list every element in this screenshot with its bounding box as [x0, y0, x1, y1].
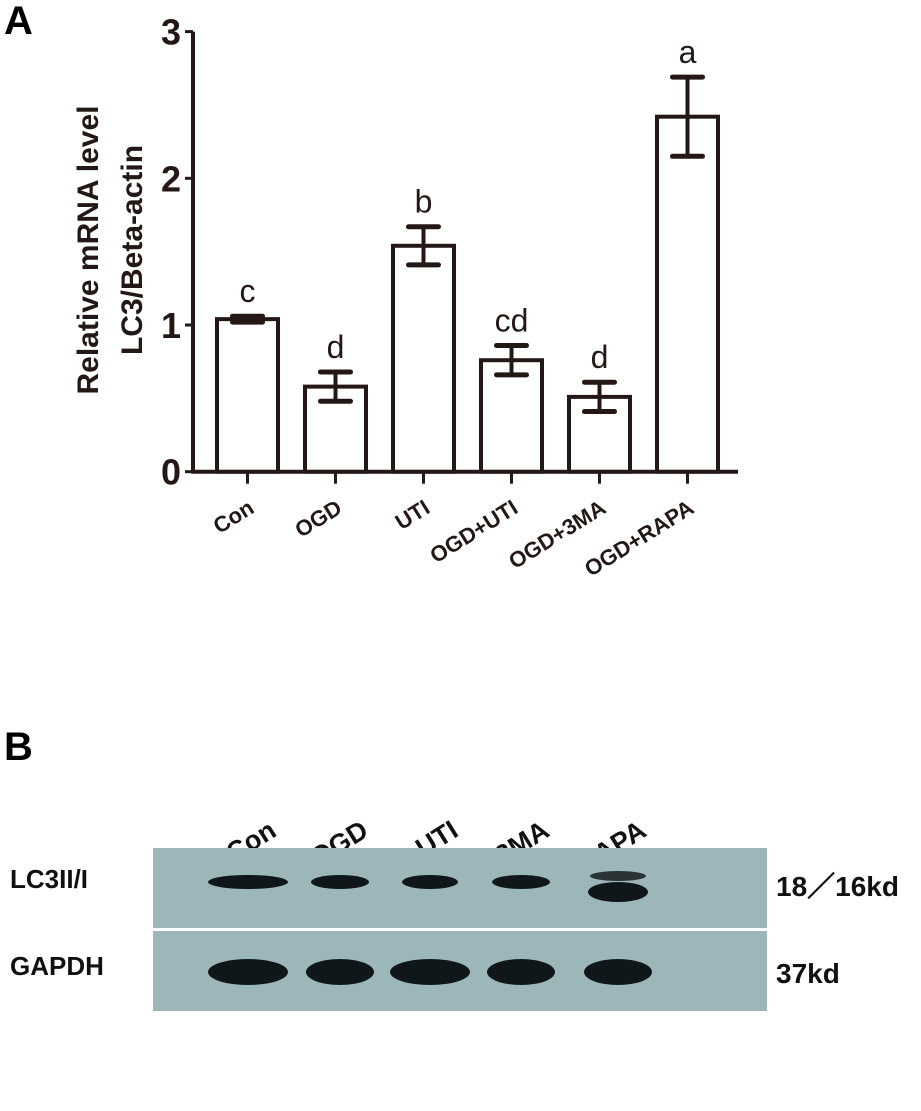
row-label: GAPDH — [10, 951, 104, 981]
significance-label: a — [679, 34, 697, 70]
molecular-weight-label: 37kd — [776, 958, 840, 989]
molecular-weight-label: 18／16kd — [776, 871, 899, 902]
y-tick-label: 3 — [161, 12, 181, 53]
lc3-band — [402, 875, 458, 889]
bar — [655, 114, 720, 474]
gapdh-band — [390, 959, 470, 985]
lc3-band — [311, 875, 369, 889]
gapdh-band — [487, 959, 555, 985]
row-label: LC3II/I — [10, 864, 88, 894]
significance-label: d — [327, 329, 345, 365]
x-tick-label: OGD — [290, 495, 346, 543]
significance-label: d — [591, 339, 609, 375]
significance-label: cd — [495, 303, 529, 339]
gapdh-band — [208, 959, 288, 985]
y-tick-label: 1 — [161, 305, 181, 346]
lc3-band — [492, 875, 550, 889]
western-blot: ConOGDOGD+UTIOGD+3MAOGD+RAPALC3II/I18／16… — [10, 815, 899, 1011]
lc3-band — [208, 875, 288, 889]
significance-label: b — [415, 184, 433, 220]
y-tick-label: 2 — [161, 158, 181, 199]
bar — [215, 317, 280, 474]
lc3-band — [588, 882, 648, 902]
blot-divider — [153, 928, 767, 931]
bar-chart: 0123cCondOGDbUTIcdOGD+UTIdOGD+3MAaOGD+RA… — [161, 12, 738, 581]
y-axis-title: Relative mRNA level LC3/Beta-actin — [72, 105, 149, 394]
gapdh-band — [306, 959, 374, 985]
y-tick-label: 0 — [161, 452, 181, 493]
y-axis-title-line1: Relative mRNA level — [72, 105, 105, 394]
x-tick-label: Con — [209, 495, 259, 539]
lc3-band-upper — [590, 871, 646, 881]
gapdh-band — [584, 959, 652, 985]
panel-b-label: B — [4, 725, 33, 769]
x-tick-label: UTI — [391, 495, 434, 535]
panel-a-label: A — [4, 0, 33, 43]
bar — [391, 243, 456, 474]
significance-label: c — [240, 273, 256, 309]
y-axis-title-line2: LC3/Beta-actin — [116, 145, 149, 355]
